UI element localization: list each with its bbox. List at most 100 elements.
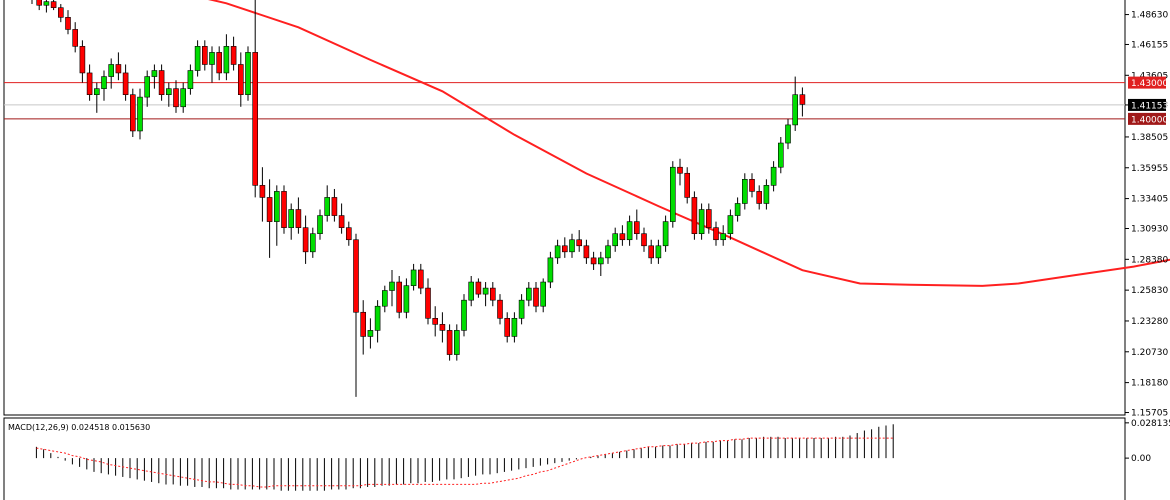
candle [353,233,359,397]
candle-body [252,52,258,186]
candle [187,64,194,95]
candle [727,209,734,240]
candle-body [389,281,395,291]
price-tick-label: 1.25830 [1131,286,1168,296]
candle-body [245,52,251,95]
candle-body [417,269,424,289]
candle [86,64,93,101]
candle-body [453,330,460,355]
candle [115,52,122,81]
candle [72,22,78,53]
candle [417,263,424,295]
candle [461,294,467,337]
candle-body [295,209,302,228]
candle-body [590,257,597,265]
macd-signal-layer [36,437,894,488]
candle [475,278,482,298]
current-price-tag [1128,98,1166,111]
level-tag-label: 1.43000 [1131,79,1168,89]
candle-body [137,96,143,132]
candle [641,227,647,252]
candle-body [360,311,367,337]
candle [561,237,568,258]
candle [468,276,475,307]
candle-body [331,197,338,216]
candle [792,76,799,131]
candle [43,0,50,13]
candle-body [216,52,222,74]
candle [662,215,669,252]
candle-body [432,318,439,325]
candle-body [777,142,784,168]
candle-body [684,172,691,198]
candle-body [749,179,755,192]
candle-body [756,191,763,204]
candle-body [374,305,381,331]
current-price-label: 1.41153 [1131,101,1168,111]
candle [367,318,374,349]
candle-body [763,185,770,204]
candle [497,294,503,325]
candle [137,88,143,140]
candle [691,191,698,240]
candle [749,173,755,198]
candle-body [144,76,150,98]
candle-body [65,17,71,30]
candle-body [677,166,683,174]
candle [648,239,655,264]
candle-body [482,287,489,295]
candle-body [266,197,273,222]
level-tag-1 [1128,76,1166,89]
candle [281,185,287,234]
candle-body [518,299,525,319]
macd-tick-label: 0.00 [1131,454,1151,464]
candle-body [43,1,50,6]
candle-body [785,124,791,144]
candle [540,278,547,313]
candle-body [525,287,532,301]
candle-body [396,281,403,313]
candle [504,312,511,343]
candle [309,227,316,258]
candle [374,300,381,343]
candle [101,70,107,101]
candle [511,312,518,343]
candle-body [439,324,446,331]
candle-body [309,233,316,253]
candle-body [626,221,633,241]
candle [266,179,273,258]
candle-body [561,245,568,253]
candle [547,251,554,289]
price-tick-label: 1.35955 [1131,164,1168,174]
candle-body [273,191,280,222]
candle-body [317,215,323,234]
candle [410,263,417,291]
candle-body [79,46,86,74]
candle-body [713,227,719,241]
candle [612,227,619,252]
candle-body [641,233,647,247]
candle [108,58,114,89]
price-tick-label: 1.28380 [1131,255,1168,265]
candle [453,324,460,361]
candle-body [202,46,208,65]
candle [288,203,295,240]
price-tick-label: 1.43605 [1131,71,1168,81]
candle [245,46,251,101]
candle-body [533,287,539,307]
candle [439,312,446,343]
candle-body [489,287,496,301]
candle [94,82,100,113]
candle-body [734,203,741,216]
candle [223,34,230,81]
candle [381,285,388,313]
candle-body [569,239,575,253]
candle-body [122,72,129,95]
candles-layer [31,0,806,397]
candle-body [576,239,583,247]
candle [65,10,71,35]
candle-body [281,191,287,228]
candle [302,215,309,264]
candle-body [302,227,309,253]
candle-body [698,209,705,234]
